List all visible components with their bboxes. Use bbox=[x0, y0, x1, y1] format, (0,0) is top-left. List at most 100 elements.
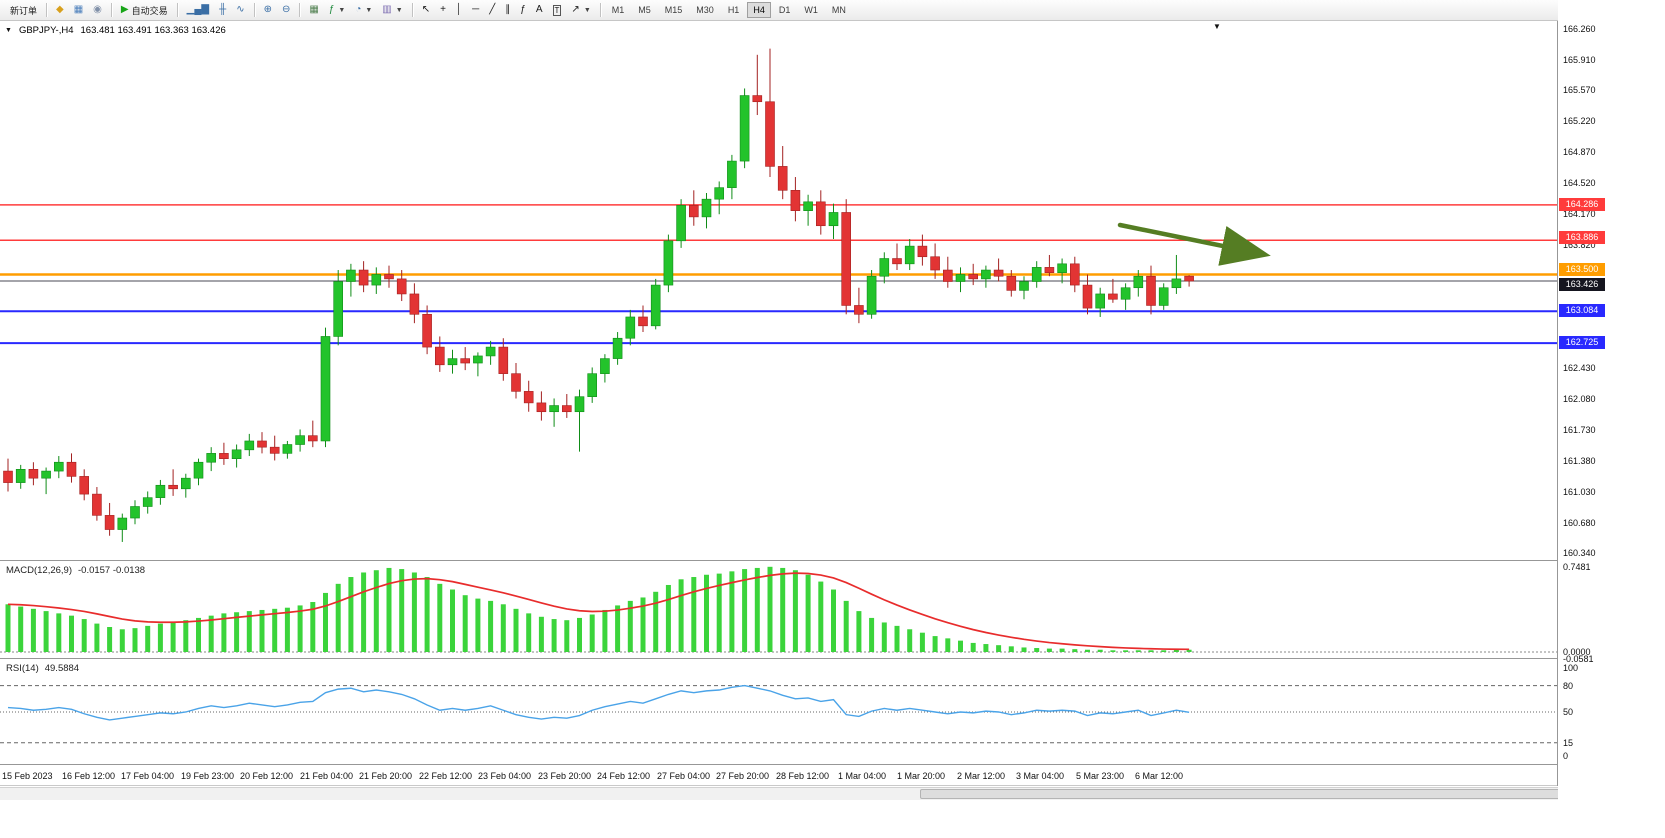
price-tick-label: 165.220 bbox=[1563, 116, 1596, 126]
price-axis[interactable]: 166.260 165.910 165.570 165.220 164.870 164.5… bbox=[1558, 0, 1665, 838]
time-label: 20 Feb 12:00 bbox=[240, 771, 294, 781]
auto-trading-button-label: 自动交易 bbox=[131, 5, 168, 16]
label-icon-glyph: T bbox=[552, 4, 562, 16]
period-icon[interactable]: ◔ ▼ bbox=[350, 2, 377, 19]
symbol-collapse-icon[interactable]: ▼ bbox=[5, 27, 12, 34]
line-chart-icon[interactable]: ∿ bbox=[231, 2, 249, 19]
trend-arrow-annotation bbox=[1117, 222, 1271, 266]
fibonacci-icon[interactable]: ƒ bbox=[515, 2, 531, 19]
auto-trading-button[interactable]: ▶ 自动交易 bbox=[116, 2, 173, 19]
channel-icon-glyph: ∥ bbox=[505, 4, 511, 15]
tile-windows-icon[interactable]: ▦ bbox=[304, 2, 323, 19]
toolbar-separator bbox=[411, 3, 413, 17]
caret-down-icon: ▼ bbox=[365, 6, 373, 14]
templates-icon[interactable]: ▥ ▼ bbox=[377, 2, 407, 19]
symbol-label: ▼ GBPJPY-,H4 163.481 163.491 163.363 163… bbox=[5, 25, 226, 36]
level-price-label: 163.886 bbox=[1559, 231, 1605, 244]
arrows-icon-glyph: ↗ bbox=[571, 4, 580, 15]
timeframe-m5[interactable]: M5 bbox=[638, 5, 651, 15]
time-label: 23 Feb 20:00 bbox=[538, 771, 592, 781]
price-tick-label: 162.430 bbox=[1563, 363, 1596, 373]
trendline-icon-glyph: ╱ bbox=[489, 4, 496, 15]
horizontal-scrollbar[interactable] bbox=[0, 787, 1665, 800]
rsi-axis-label: 80 bbox=[1563, 681, 1574, 691]
time-label: 23 Feb 04:00 bbox=[478, 771, 532, 781]
timeframe-h4[interactable]: H4 bbox=[747, 2, 771, 18]
time-label: 27 Feb 04:00 bbox=[657, 771, 711, 781]
rsi-axis-label: 15 bbox=[1563, 738, 1574, 748]
candlestick-chart[interactable] bbox=[0, 21, 1557, 561]
price-tick-label: 163.820 bbox=[1563, 240, 1596, 250]
candlestick-chart-icon[interactable]: ╫ bbox=[214, 2, 231, 19]
timeframe-m15[interactable]: M15 bbox=[664, 5, 683, 15]
caret-down-icon: ▼ bbox=[583, 6, 591, 14]
rsi-axis-label: 50 bbox=[1563, 707, 1574, 717]
time-label: 2 Mar 12:00 bbox=[957, 771, 1006, 781]
zoom-out-icon-glyph: ⊖ bbox=[281, 4, 291, 15]
macd-axis-label: 0.7481 bbox=[1563, 562, 1591, 572]
globe-icon[interactable]: ◉ bbox=[88, 2, 107, 19]
coins-icon[interactable]: ◆ bbox=[51, 2, 69, 19]
time-axis[interactable]: 15 Feb 2023 16 Feb 12:00 17 Feb 04:00 19 Fe… bbox=[0, 766, 1665, 786]
rsi-axis-label: 100 bbox=[1563, 663, 1579, 673]
macd-chart bbox=[0, 566, 1557, 653]
level-price-label: 162.725 bbox=[1559, 336, 1605, 349]
market-watch-icon[interactable]: ▦ bbox=[69, 2, 88, 19]
text-icon-glyph: A bbox=[535, 4, 543, 15]
timeframe-m30[interactable]: M30 bbox=[696, 5, 714, 15]
bar-chart-icon-glyph: ▁▄▇ bbox=[186, 4, 210, 15]
toolbar-separator bbox=[253, 3, 255, 17]
bar-chart-icon[interactable]: ▁▄▇ bbox=[182, 2, 214, 19]
cursor-icon[interactable]: ↖ bbox=[417, 2, 435, 19]
symbol-ohlc: 163.481 163.491 163.363 163.426 bbox=[80, 25, 226, 36]
macd-histogram bbox=[5, 566, 1192, 652]
fibonacci-icon-glyph: ƒ bbox=[520, 4, 526, 15]
caret-down-icon: ▼ bbox=[395, 6, 403, 14]
market-watch-icon-glyph: ▦ bbox=[73, 4, 84, 15]
vertical-line-icon[interactable]: │ bbox=[451, 2, 467, 19]
timeframe-mn[interactable]: MN bbox=[831, 5, 846, 15]
zoom-out-icon[interactable]: ⊖ bbox=[277, 2, 295, 19]
time-label: 1 Mar 20:00 bbox=[897, 771, 946, 781]
price-tick-label: 165.910 bbox=[1563, 55, 1596, 65]
toolbar-separator bbox=[176, 3, 178, 17]
price-axis-separator bbox=[1557, 21, 1558, 786]
macd-label: MACD(12,26,9) -0.0157 -0.0138 bbox=[6, 565, 145, 576]
level-price-label: 164.286 bbox=[1559, 198, 1605, 211]
scrollbar-thumb[interactable] bbox=[920, 789, 1657, 799]
timeframe-w1[interactable]: W1 bbox=[804, 5, 818, 15]
timeframe-m1[interactable]: M1 bbox=[611, 5, 625, 15]
cursor-icon-glyph: ↖ bbox=[421, 4, 431, 15]
time-label: 16 Feb 12:00 bbox=[62, 771, 116, 781]
symbol-name: GBPJPY-,H4 bbox=[18, 25, 74, 36]
time-label: 27 Feb 20:00 bbox=[716, 771, 770, 781]
new-order-button[interactable]: 新订单 bbox=[5, 2, 42, 19]
channel-icon[interactable]: ∥ bbox=[500, 2, 515, 19]
price-tick-label: 161.730 bbox=[1563, 425, 1596, 435]
timeframe-h1[interactable]: H1 bbox=[727, 5, 740, 15]
label-icon[interactable]: T bbox=[548, 2, 567, 19]
horizontal-line-icon[interactable]: ─ bbox=[467, 2, 484, 19]
time-label: 24 Feb 12:00 bbox=[597, 771, 651, 781]
time-label: 1 Mar 04:00 bbox=[838, 771, 887, 781]
macd-panel[interactable]: MACD(12,26,9) -0.0157 -0.0138 bbox=[0, 562, 1665, 659]
horizontal-line-icon-glyph: ─ bbox=[472, 4, 480, 15]
time-label: 21 Feb 04:00 bbox=[300, 771, 354, 781]
main-toolbar: 新订单 ◆ ▦ ◉ ▶ 自动交易 ▁▄▇ ╫ ∿ ⊕ ⊖ ▦ ƒ ▼ ◔ ▼ ▥ ▼ ↖ + │ ─ ╱ ∥ ƒ A T ↗ ▼ M1 M… bbox=[0, 0, 1665, 21]
crosshair-icon-glyph: + bbox=[440, 4, 446, 15]
price-chart-panel[interactable]: ▼ GBPJPY-,H4 163.481 163.491 163.363 163… bbox=[0, 21, 1665, 561]
price-tick-label: 160.340 bbox=[1563, 548, 1596, 558]
indicators-icon[interactable]: ƒ ▼ bbox=[324, 2, 351, 19]
time-label: 19 Feb 23:00 bbox=[181, 771, 235, 781]
indicators-icon-glyph: ƒ bbox=[328, 4, 335, 15]
time-label: 28 Feb 12:00 bbox=[776, 771, 830, 781]
crosshair-icon[interactable]: + bbox=[435, 2, 451, 19]
text-icon[interactable]: A bbox=[531, 2, 548, 19]
zoom-in-icon[interactable]: ⊕ bbox=[259, 2, 277, 19]
timeframe-d1[interactable]: D1 bbox=[778, 5, 791, 15]
rsi-panel[interactable]: RSI(14) 49.5884 bbox=[0, 660, 1665, 765]
macd-signal-line bbox=[7, 572, 1190, 651]
arrows-icon[interactable]: ↗ ▼ bbox=[566, 2, 595, 19]
globe-icon-glyph: ◉ bbox=[93, 4, 102, 15]
trendline-icon[interactable]: ╱ bbox=[484, 2, 500, 19]
